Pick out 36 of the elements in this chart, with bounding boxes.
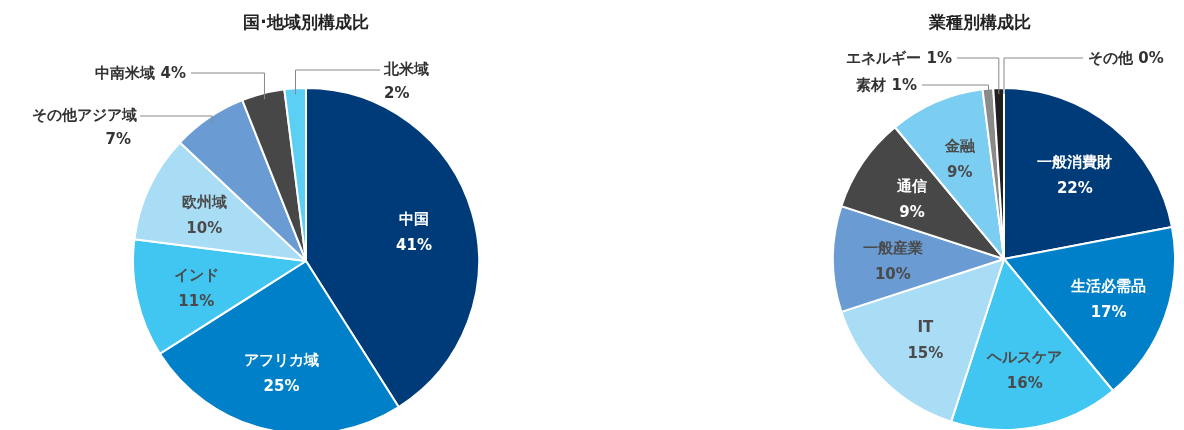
data-label: 1% bbox=[891, 76, 917, 94]
category-label: その他 bbox=[1088, 49, 1133, 67]
slice-label: インド bbox=[173, 265, 219, 284]
slice-label: 生活必需品 bbox=[1070, 276, 1147, 295]
data-label: 15% bbox=[907, 343, 944, 362]
data-label: 10% bbox=[874, 265, 911, 283]
data-label: 2% bbox=[384, 84, 410, 102]
data-label: 11% bbox=[178, 291, 215, 310]
data-label: 17% bbox=[1090, 302, 1127, 321]
slice-label: 中南米域 bbox=[95, 64, 156, 82]
data-label: 41% bbox=[396, 235, 432, 254]
data-label: 1% bbox=[926, 49, 952, 67]
slice-label: その他アジア域 bbox=[32, 106, 137, 124]
slice-label: エネルギー bbox=[846, 49, 922, 67]
data-label: 22% bbox=[1056, 179, 1093, 198]
data-label: 16% bbox=[1006, 374, 1043, 393]
data-label: 9% bbox=[899, 202, 925, 221]
slice-label: 一般産業 bbox=[862, 239, 923, 257]
slice-label: IT bbox=[917, 317, 935, 336]
slice-label: 素材 bbox=[856, 76, 887, 94]
slice-label: 金融 bbox=[943, 136, 976, 155]
slice-label: ヘルスケア bbox=[986, 348, 1063, 367]
slice-label: 一般消費財 bbox=[1037, 153, 1113, 172]
slice-label: 欧州域 bbox=[181, 193, 227, 212]
text: 0% bbox=[1138, 49, 1164, 67]
chart-title: 国·地域別構成比 bbox=[243, 12, 369, 32]
data-label: 25% bbox=[263, 376, 300, 395]
slice-label: アフリカ域 bbox=[243, 350, 319, 369]
data-label: 4% bbox=[160, 64, 186, 82]
slice-label: 通信 bbox=[896, 176, 928, 195]
chart-title: 業種別構成比 bbox=[928, 12, 1031, 32]
data-label: 10% bbox=[186, 219, 223, 238]
slice-label: 中国 bbox=[398, 209, 429, 228]
slice-label: 北米域 bbox=[383, 60, 429, 78]
data-label: 7% bbox=[105, 130, 131, 148]
data-label: 9% bbox=[947, 162, 973, 181]
